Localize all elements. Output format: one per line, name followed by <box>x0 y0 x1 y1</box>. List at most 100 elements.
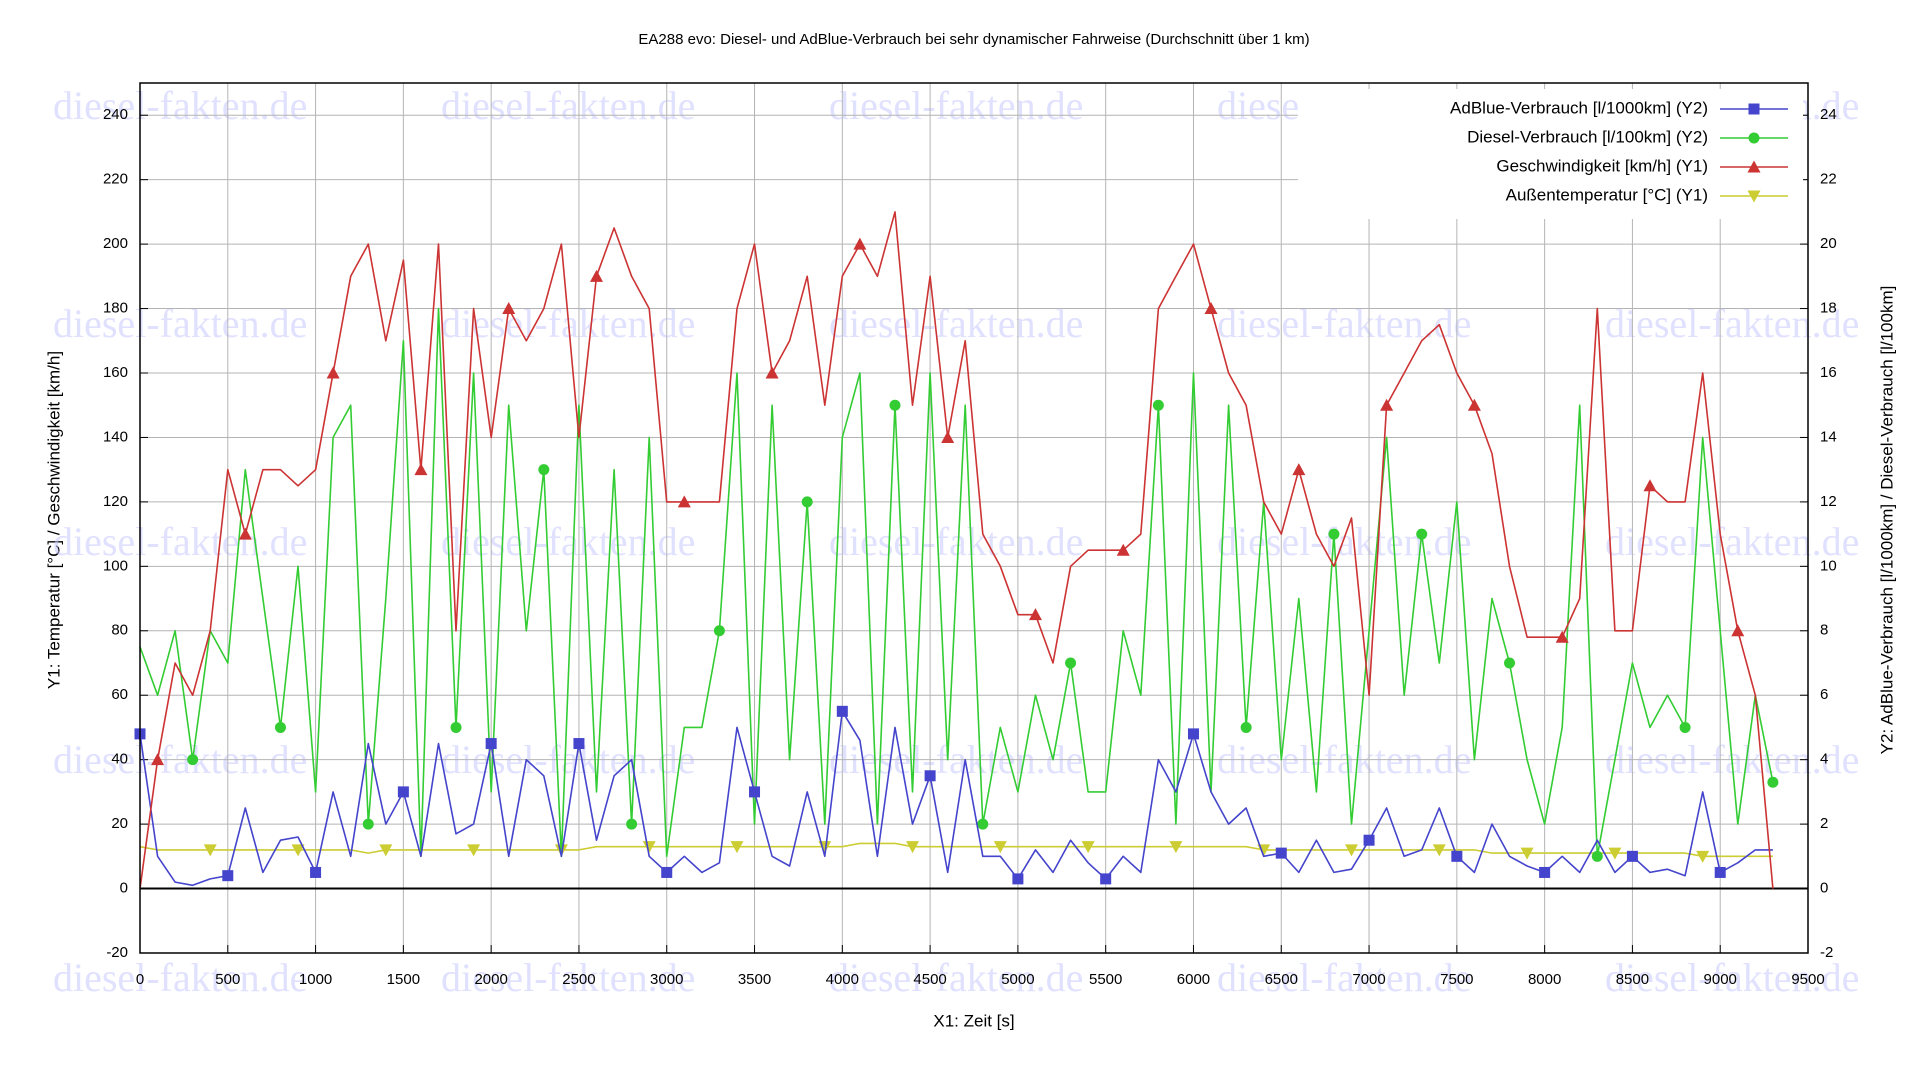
y-tick-label: 60 <box>111 686 128 703</box>
marker <box>1451 850 1463 862</box>
marker <box>467 844 481 857</box>
marker <box>1416 528 1428 540</box>
marker <box>1380 398 1394 411</box>
marker <box>414 463 428 476</box>
y-tick-label: 140 <box>103 428 128 445</box>
x-axis-label: X1: Zeit [s] <box>933 1011 1014 1030</box>
marker <box>889 399 901 411</box>
marker <box>853 237 867 250</box>
marker <box>906 841 920 854</box>
watermark: diesel-fakten.de <box>441 83 695 128</box>
x-tick-label: 8000 <box>1528 971 1561 988</box>
watermark: diesel-fakten.de <box>1605 955 1859 1000</box>
marker <box>222 870 234 882</box>
marker <box>1081 841 1095 854</box>
y-tick-label: 100 <box>103 557 128 574</box>
legend-label: Diesel-Verbrauch [l/100km] (Y2) <box>1467 127 1708 146</box>
x-tick-label: 0 <box>136 971 144 988</box>
marker <box>362 818 374 830</box>
marker <box>1152 399 1164 411</box>
x-tick-label: 9000 <box>1704 971 1737 988</box>
marker <box>1539 866 1551 878</box>
watermark: diesel-fakten.de <box>829 301 1083 346</box>
marker <box>1363 834 1375 846</box>
x-tick-label: 2000 <box>474 971 507 988</box>
legend-label: Außentemperatur [°C] (Y1) <box>1506 185 1708 204</box>
marker <box>310 866 322 878</box>
watermark: diesel-fakten.de <box>829 519 1083 564</box>
x-tick-label: 5500 <box>1089 971 1122 988</box>
y2-tick-label: 24 <box>1820 106 1837 123</box>
y2-tick-label: 8 <box>1820 622 1828 639</box>
marker <box>1065 657 1077 669</box>
y-tick-label: 180 <box>103 300 128 317</box>
series-line <box>139 307 1774 858</box>
y-tick-label: 80 <box>111 622 128 639</box>
y-tick-label: 120 <box>103 493 128 510</box>
y2-tick-label: 18 <box>1820 300 1837 317</box>
watermark: diesel-fakten.de <box>53 519 307 564</box>
marker <box>274 721 286 733</box>
x-tick-label: 4500 <box>913 971 946 988</box>
marker <box>1748 103 1760 115</box>
marker <box>661 866 673 878</box>
marker <box>502 302 516 315</box>
marker <box>1520 847 1534 860</box>
marker <box>573 738 585 750</box>
y2-tick-label: 0 <box>1820 880 1828 897</box>
legend-box <box>1298 89 1803 219</box>
marker <box>187 754 199 766</box>
marker <box>291 844 305 857</box>
y2-tick-label: 6 <box>1820 686 1828 703</box>
marker <box>1643 479 1657 492</box>
x-tick-label: 8500 <box>1616 971 1649 988</box>
marker <box>151 753 165 766</box>
plot-frame <box>139 82 1809 954</box>
marker <box>1748 132 1760 144</box>
legend-label: AdBlue-Verbrauch [l/1000km] (Y2) <box>1450 98 1708 117</box>
marker <box>1714 866 1726 878</box>
x-tick-label: 7000 <box>1352 971 1385 988</box>
x-tick-label: 5000 <box>1001 971 1034 988</box>
y2-tick-label: -2 <box>1820 944 1833 961</box>
watermark: diesel-fakten.de <box>829 955 1083 1000</box>
y2-tick-label: 2 <box>1820 815 1828 832</box>
watermark: diesel-fakten.de <box>1217 955 1471 1000</box>
marker <box>379 844 393 857</box>
watermark: diesel-fakten.de <box>53 83 307 128</box>
y2-tick-label: 14 <box>1820 428 1837 445</box>
marker <box>1204 302 1218 315</box>
legend-label: Geschwindigkeit [km/h] (Y1) <box>1496 156 1708 175</box>
marker <box>485 738 497 750</box>
marker <box>203 844 217 857</box>
watermark: diesel-fakten.de <box>441 955 695 1000</box>
marker <box>1696 850 1710 863</box>
marker <box>1275 847 1287 859</box>
chart-title: EA288 evo: Diesel- und AdBlue-Verbrauch … <box>638 31 1309 48</box>
marker <box>1187 728 1199 740</box>
marker <box>538 464 550 476</box>
legend: AdBlue-Verbrauch [l/1000km] (Y2) Diesel-V… <box>1298 89 1803 219</box>
x-tick-label: 1500 <box>387 971 420 988</box>
marker <box>1504 657 1516 669</box>
watermark: diesel-fakten.de <box>1217 301 1471 346</box>
x-tick-label: 1000 <box>299 971 332 988</box>
watermark: diesel-fakten.de <box>1217 519 1471 564</box>
y-tick-label: 160 <box>103 364 128 381</box>
y-tick-label: 200 <box>103 235 128 252</box>
marker <box>1467 398 1481 411</box>
marker <box>765 366 779 379</box>
marker <box>1100 873 1112 885</box>
series-line <box>139 842 1773 858</box>
marker <box>993 841 1007 854</box>
marker <box>713 625 725 637</box>
marker <box>1028 608 1042 621</box>
y2-tick-label: 20 <box>1820 235 1837 252</box>
y2-axis-label: Y2: AdBlue-Verbrauch [l/1000km] / Diesel… <box>1877 286 1896 755</box>
marker <box>977 818 989 830</box>
marker <box>1608 847 1622 860</box>
marker <box>397 786 409 798</box>
x-tick-label: 9500 <box>1791 971 1824 988</box>
marker <box>590 269 604 282</box>
y-tick-label: 220 <box>103 171 128 188</box>
